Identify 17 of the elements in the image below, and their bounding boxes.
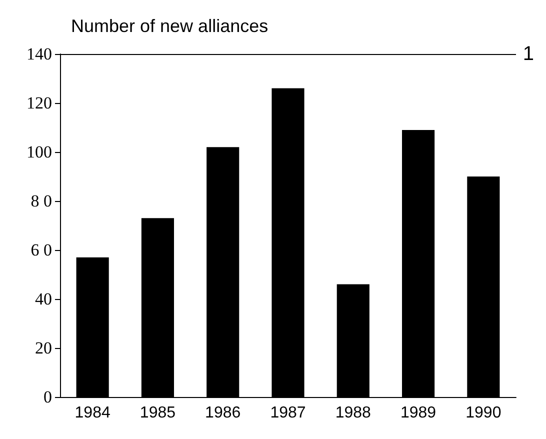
y-tick-label: 100 <box>26 142 52 162</box>
x-tick-label: 1990 <box>466 404 502 422</box>
y-tick-label: 8 0 <box>30 192 52 210</box>
y-tick-label: 40 <box>35 290 52 308</box>
y-tick-label: 0 <box>44 388 52 406</box>
x-tick-label: 1989 <box>400 404 436 422</box>
x-tick-label: 1986 <box>205 404 241 422</box>
x-tick-label: 1984 <box>74 404 110 422</box>
y-tick-label: 6 0 <box>30 240 52 260</box>
y-tick-label: 140 <box>26 44 52 64</box>
text: 1 <box>522 43 534 65</box>
x-tick-label: 1987 <box>270 404 306 422</box>
y-tick-label: 120 <box>26 94 52 112</box>
x-tick-label: 1985 <box>140 404 176 422</box>
chart-title: Number of new alliances <box>71 16 268 36</box>
y-tick-label: 20 <box>35 338 52 358</box>
x-tick-label: 1988 <box>335 404 372 422</box>
